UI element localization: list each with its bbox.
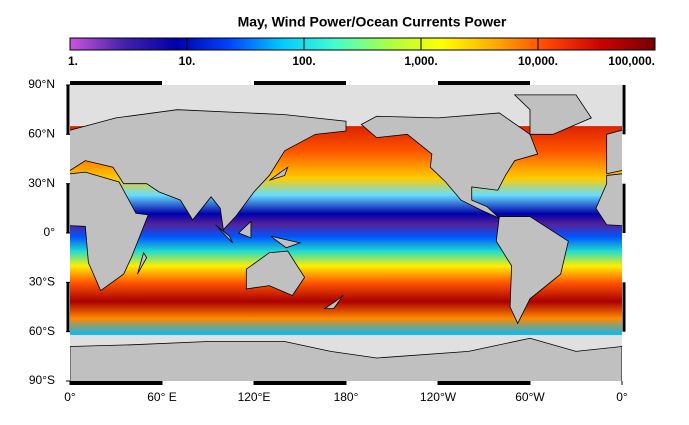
- land: [495, 216, 569, 325]
- land: [513, 94, 592, 135]
- x-tick-label: 0°: [64, 390, 76, 404]
- land: [269, 166, 289, 181]
- x-tick-label: 120°E: [238, 390, 271, 404]
- colorbar-tick-label: 1.: [68, 54, 78, 68]
- land: [595, 173, 622, 227]
- land: [237, 220, 252, 239]
- land: [70, 337, 622, 381]
- land: [245, 250, 306, 296]
- colorbar-tick-label: 10,000.: [518, 54, 558, 68]
- y-tick-label: 60°S: [29, 324, 55, 338]
- y-tick-label: 90°N: [28, 77, 55, 91]
- colorbar-tick-label: 10.: [179, 54, 196, 68]
- colorbar-tick-label: 1,000.: [404, 54, 437, 68]
- map: [70, 85, 622, 381]
- land: [323, 295, 344, 310]
- land: [621, 346, 622, 381]
- y-tick-label: 90°S: [29, 373, 55, 387]
- land: [606, 129, 622, 175]
- y-tick-label: 0°: [44, 225, 56, 239]
- colorbar-tick-label: 100.: [292, 54, 315, 68]
- y-tick-label: 30°S: [29, 275, 55, 289]
- y-tick-label: 30°N: [28, 176, 55, 190]
- x-tick-label: 60° E: [147, 390, 176, 404]
- x-tick-label: 120°W: [420, 390, 457, 404]
- chart-title: May, Wind Power/Ocean Currents Power: [238, 14, 507, 30]
- x-tick-label: 0°: [616, 390, 628, 404]
- land: [70, 171, 149, 292]
- land: [270, 235, 302, 249]
- colorbar-tick-label: 100,000.: [608, 54, 655, 68]
- y-tick-label: 60°N: [28, 127, 55, 141]
- land: [360, 112, 539, 219]
- x-tick-label: 180°: [334, 390, 359, 404]
- land: [137, 251, 148, 275]
- land: [215, 224, 233, 244]
- land: [70, 109, 347, 231]
- x-tick-label: 60°W: [515, 390, 545, 404]
- colorbar: [69, 37, 656, 51]
